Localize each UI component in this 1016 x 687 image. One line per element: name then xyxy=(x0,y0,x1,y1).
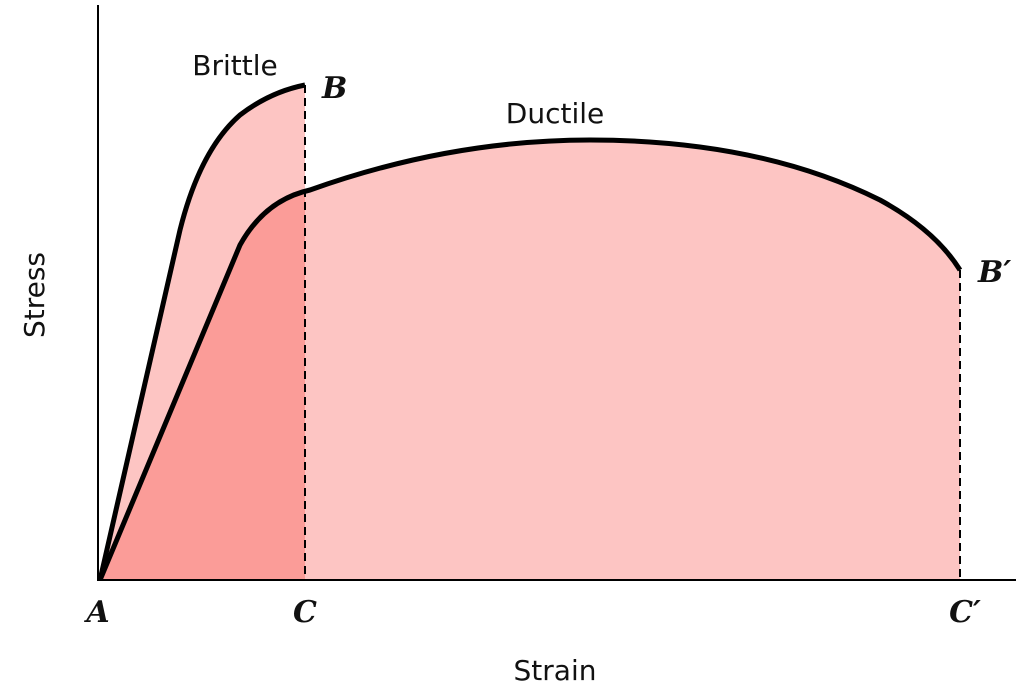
point-label: C xyxy=(293,595,317,630)
point-label: B xyxy=(321,71,347,106)
point-label: B′ xyxy=(977,255,1011,290)
x-axis-label: Strain xyxy=(514,654,597,687)
ductile-area xyxy=(100,140,960,580)
curve-label: Ductile xyxy=(506,97,604,130)
ductile-curve xyxy=(97,137,963,581)
curve-label: Brittle xyxy=(192,49,277,82)
point-label: C′ xyxy=(949,595,981,630)
y-axis-label: Stress xyxy=(18,252,51,338)
brittle-curve xyxy=(97,82,306,581)
overlap-area xyxy=(100,191,305,580)
point-label: A xyxy=(83,595,109,630)
